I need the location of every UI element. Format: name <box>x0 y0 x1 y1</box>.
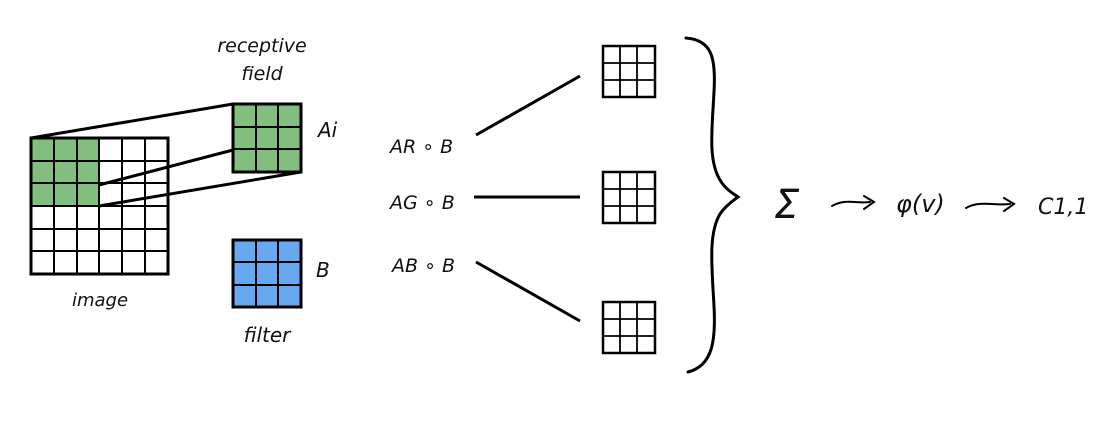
hand-drawn-arrow-icon <box>965 197 1016 212</box>
receptive-field-label-line2: field <box>241 63 283 85</box>
curly-brace-icon <box>684 36 741 374</box>
ag-hadamard-b-label: AG ∘ B <box>388 192 455 214</box>
sum-symbol: Σ <box>774 182 800 228</box>
image-green-region <box>31 138 99 206</box>
result-grid-g <box>601 170 657 225</box>
receptive-field-label-line1: receptive <box>217 35 306 57</box>
ar-hadamard-b-label: AR ∘ B <box>388 136 453 158</box>
hand-drawn-arrow-icon <box>831 195 876 210</box>
filter-label: filter <box>244 323 293 347</box>
receptive-field-grid <box>231 102 303 174</box>
image-grid <box>29 136 170 276</box>
result-grid-r <box>601 44 657 99</box>
output-c11-label: C1,1 <box>1038 195 1088 220</box>
b-label: B <box>316 258 330 282</box>
connector-lines <box>474 74 581 323</box>
image-label: image <box>72 290 128 311</box>
projection-lines <box>30 102 302 208</box>
ab-hadamard-b-label: AB ∘ B <box>390 255 455 277</box>
result-grid-b <box>601 300 657 355</box>
phi-activation-label: φ(v) <box>896 190 945 218</box>
filter-grid <box>231 238 303 309</box>
a-i-label: Ai <box>316 118 338 142</box>
